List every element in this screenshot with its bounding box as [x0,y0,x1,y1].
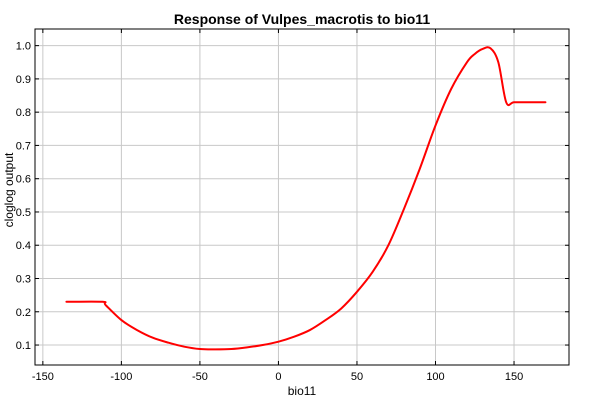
y-tick-label: 0.3 [16,274,31,286]
y-tick-label: 1.0 [16,41,31,53]
x-tick-label: 100 [426,371,444,383]
chart-title: Response of Vulpes_macrotis to bio11 [174,11,430,27]
y-tick-label: 0.5 [16,207,31,219]
y-tick-label: 0.2 [16,307,31,319]
axis-ticks: -150 -100 -50 0 50 100 150 0.1 0.2 0.3 0.4 0.5 0.6 0.… [16,29,569,383]
plot-area [65,46,547,351]
x-tick-label: -50 [192,371,208,383]
y-tick-label: 0.7 [16,140,31,152]
grid-lines [35,29,569,365]
y-tick-label: 0.8 [16,107,31,119]
x-tick-label: -100 [110,371,132,383]
y-tick-label: 0.4 [16,240,31,252]
plot-frame [34,28,570,366]
x-tick-label: -150 [32,371,54,383]
y-tick-label: 0.6 [16,174,31,186]
x-tick-label: 0 [275,371,281,383]
x-tick-label: 150 [505,371,523,383]
y-tick-label: 0.1 [16,340,31,352]
x-axis-label: bio11 [288,384,317,398]
y-axis-label: cloglog output [2,152,16,227]
x-tick-label: 50 [351,371,363,383]
y-tick-label: 0.9 [16,74,31,86]
response-curve [65,46,547,351]
